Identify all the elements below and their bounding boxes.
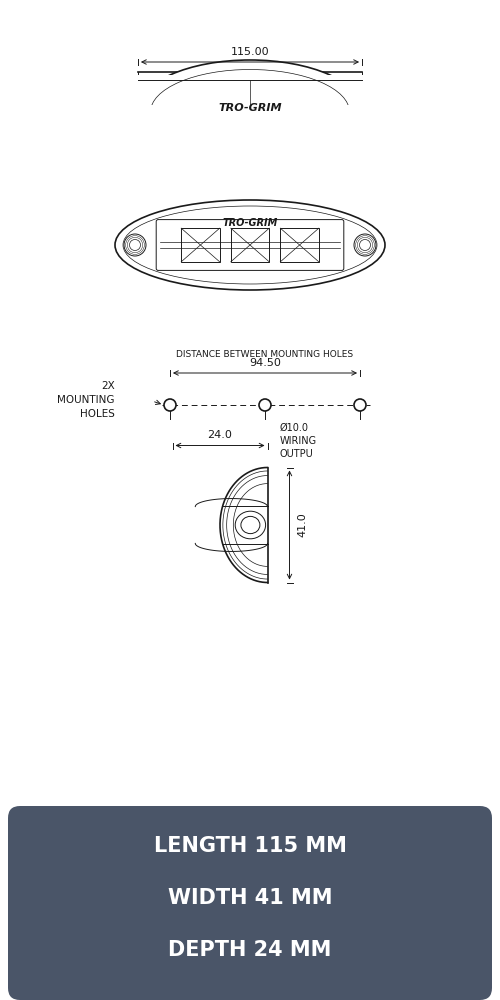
FancyBboxPatch shape — [156, 220, 344, 270]
Circle shape — [130, 239, 140, 250]
Text: 115.00: 115.00 — [230, 47, 270, 57]
Text: DEPTH 24 MM: DEPTH 24 MM — [168, 940, 332, 960]
Circle shape — [354, 234, 376, 256]
Text: 94.50: 94.50 — [249, 358, 281, 368]
Text: Ø10.0
WIRING
OUTPU: Ø10.0 WIRING OUTPU — [280, 423, 317, 459]
FancyBboxPatch shape — [8, 806, 492, 1000]
Ellipse shape — [138, 60, 362, 160]
Circle shape — [124, 234, 146, 256]
Ellipse shape — [235, 511, 266, 539]
Ellipse shape — [241, 516, 260, 534]
Bar — [230, 228, 270, 262]
Text: WIDTH 41 MM: WIDTH 41 MM — [168, 888, 332, 908]
Text: DISTANCE BETWEEN MOUNTING HOLES: DISTANCE BETWEEN MOUNTING HOLES — [176, 350, 354, 359]
Bar — [280, 228, 319, 262]
Bar — [130, 105, 370, 165]
Text: 41.0: 41.0 — [298, 513, 308, 537]
Text: TRO-GRIM: TRO-GRIM — [218, 103, 282, 113]
Circle shape — [259, 399, 271, 411]
Text: LENGTH 115 MM: LENGTH 115 MM — [154, 836, 346, 856]
Circle shape — [354, 399, 366, 411]
Circle shape — [360, 239, 370, 250]
Text: 2X
MOUNTING
HOLES: 2X MOUNTING HOLES — [58, 381, 115, 419]
Ellipse shape — [115, 200, 385, 290]
Text: 24.0: 24.0 — [208, 430, 233, 440]
Bar — [181, 228, 220, 262]
Bar — [130, 75, 370, 165]
Circle shape — [164, 399, 176, 411]
Text: TRO-GRIM: TRO-GRIM — [222, 218, 278, 228]
